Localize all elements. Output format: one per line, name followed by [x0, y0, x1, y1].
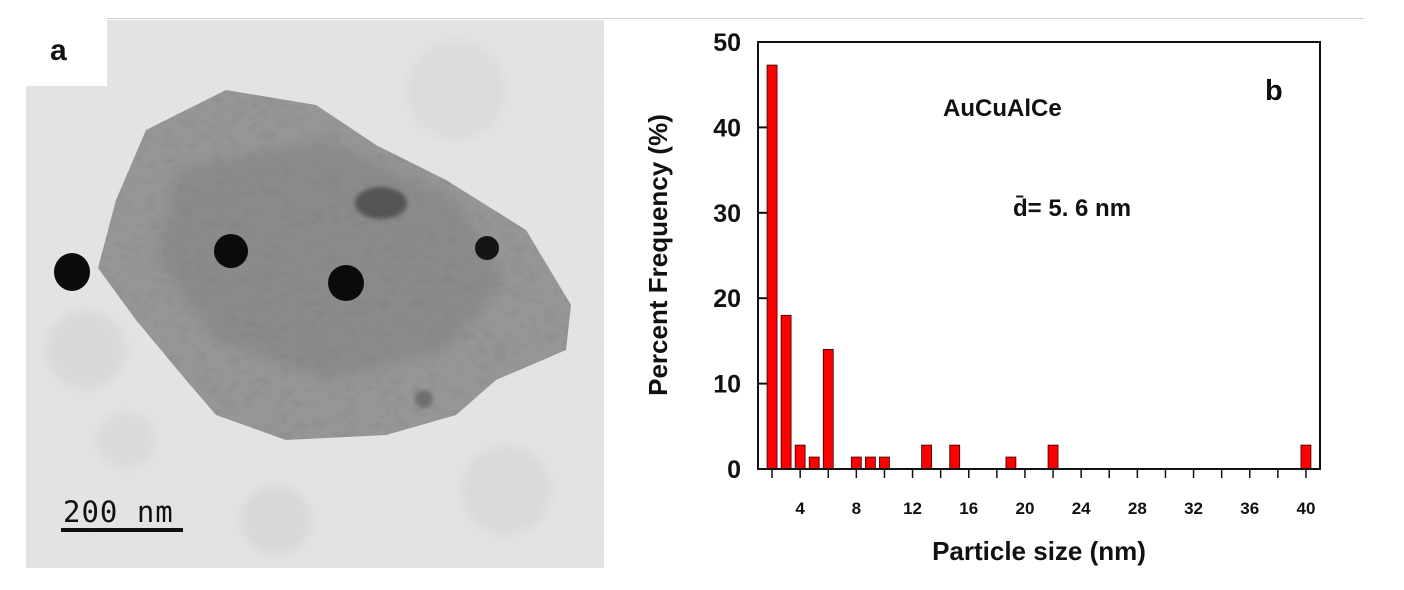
- y-tick-label: 50: [713, 29, 741, 57]
- scale-bar-label: 200 nm: [63, 495, 174, 529]
- top-divider: [107, 18, 1364, 19]
- x-tick-label: 24: [1072, 499, 1091, 518]
- y-axis-title: Percent Frequency (%): [643, 114, 673, 396]
- panel-label-a: a: [50, 34, 67, 67]
- bar: [780, 314, 792, 470]
- bars-group: [766, 64, 1312, 470]
- bar: [808, 456, 820, 470]
- x-tick-label: 12: [903, 499, 922, 518]
- tem-micrograph: [26, 20, 604, 568]
- bar: [766, 64, 778, 470]
- bar: [1005, 456, 1017, 470]
- gold-nanoparticles: [54, 234, 499, 301]
- bar: [822, 349, 834, 470]
- bar: [879, 456, 890, 470]
- x-axis-title: Particle size (nm): [932, 536, 1146, 566]
- mean-size-label: d̄= 5. 6 nm: [1013, 195, 1131, 222]
- x-tick-label: 40: [1296, 499, 1315, 518]
- plot-frame: [757, 41, 1321, 470]
- bar: [949, 444, 961, 470]
- y-tick-label: 0: [727, 456, 741, 484]
- x-tick-label: 20: [1015, 499, 1034, 518]
- y-tick-label: 10: [713, 371, 741, 399]
- x-tick-label: 32: [1184, 499, 1203, 518]
- sample-label: AuCuAlCe: [943, 95, 1062, 122]
- tem-image: [26, 20, 604, 568]
- chart-svg: 0 10 20 30 40 50 4 8 12 16 20 24 28 32 36 40 b AuCuAlC…: [643, 29, 1321, 566]
- x-tick-label: 28: [1128, 499, 1147, 518]
- scale-bar: [61, 528, 183, 532]
- x-tick-label: 8: [852, 499, 861, 518]
- x-tick-label: 4: [795, 499, 805, 518]
- y-tick-label: 20: [713, 285, 741, 313]
- y-axis: 0 10 20 30 40 50: [713, 29, 767, 484]
- y-tick-label: 40: [713, 114, 741, 142]
- size-distribution-chart: 0 10 20 30 40 50 4 8 12 16 20 24 28 32 36 40 b AuCuAlC…: [620, 20, 1360, 580]
- bar: [921, 444, 933, 470]
- bar: [850, 456, 862, 470]
- panel-label-b: b: [1265, 75, 1283, 107]
- bar: [794, 444, 806, 470]
- bar: [864, 456, 876, 470]
- x-tick-label: 16: [959, 499, 978, 518]
- bar: [1300, 444, 1312, 470]
- x-tick-label: 36: [1240, 499, 1259, 518]
- x-axis: 4 8 12 16 20 24 28 32 36 40: [771, 469, 1315, 518]
- bar: [1047, 444, 1059, 470]
- y-tick-label: 30: [713, 200, 741, 228]
